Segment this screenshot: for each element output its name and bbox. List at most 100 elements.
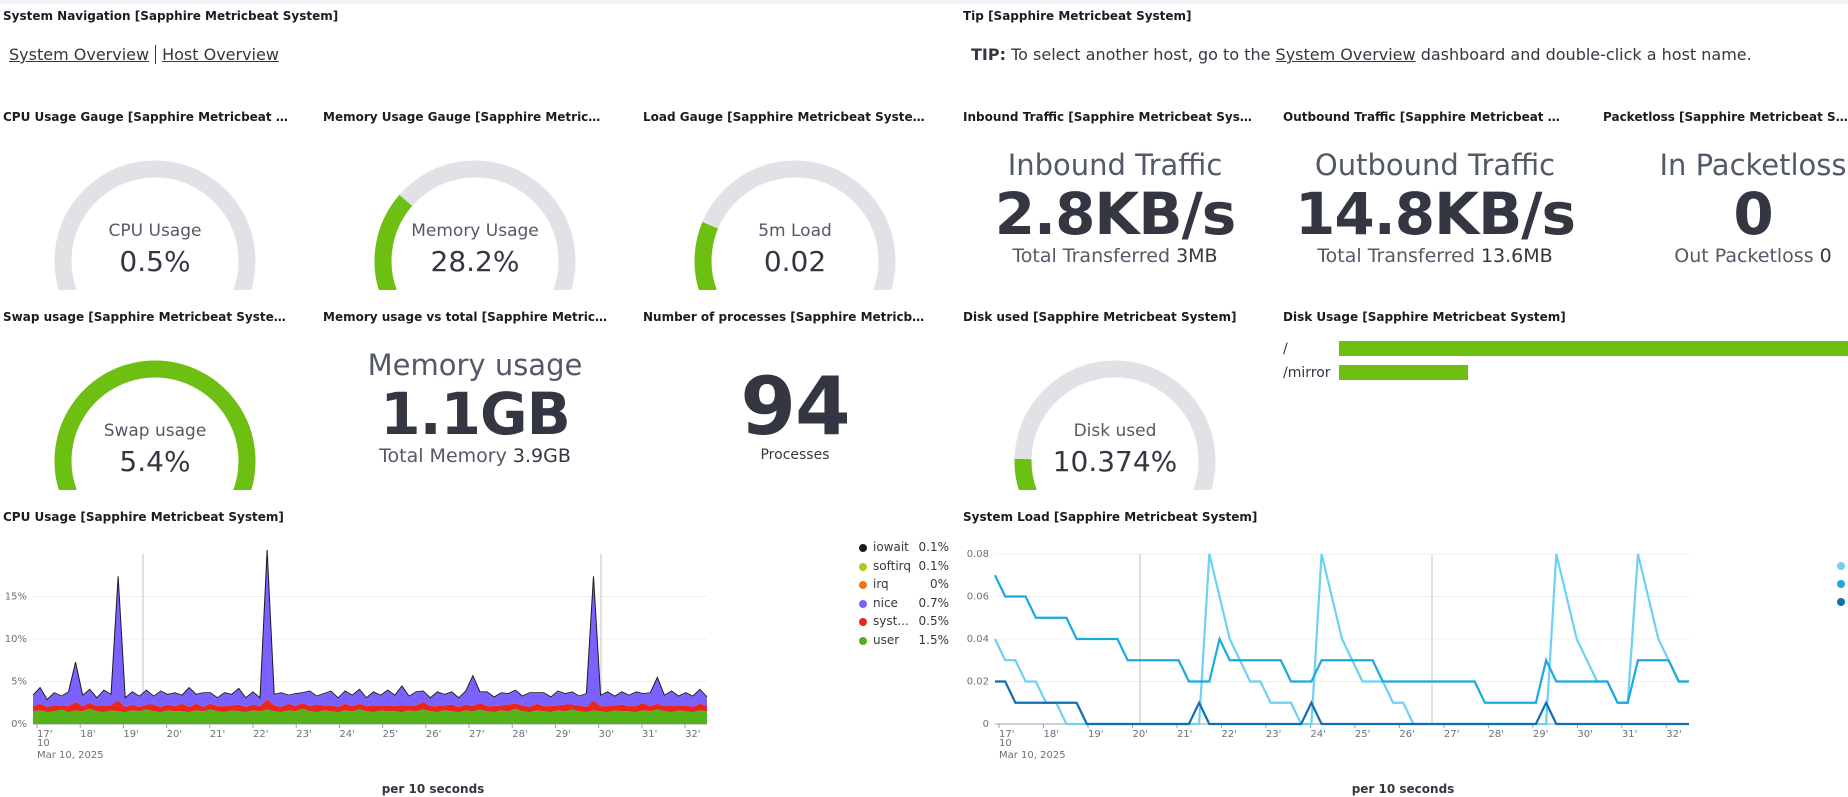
gauge-value: 28.2% [430, 245, 520, 278]
x-tick-label: 25' [383, 729, 398, 740]
tip-system-overview-link[interactable]: System Overview [1275, 45, 1416, 64]
swap-gauge-arc [54, 360, 256, 490]
load-series-line [995, 680, 1689, 726]
x-tick-label: 29' [555, 729, 570, 740]
metric-sub-label: Total Memory [379, 445, 507, 467]
y-tick-label: 15% [5, 592, 27, 603]
x-tick-label: 21' [210, 729, 225, 740]
y-tick-label: 0.06 [967, 592, 989, 603]
legend-item-irq[interactable]: irq 0% [859, 577, 949, 593]
x-tick-label: 10 [999, 738, 1012, 749]
x-tick-label: 22' [1221, 729, 1236, 740]
y-tick-label: 10% [5, 634, 27, 645]
memory-usage-gauge-panel: Memory Usage Gauge [Sapphire Metricbeat … [323, 110, 623, 290]
top-strip [0, 0, 1848, 4]
gauge-value: 5.4% [119, 445, 191, 478]
gauge-label: Memory Usage [411, 221, 539, 241]
x-tick-label: 25' [1355, 729, 1370, 740]
legend-dot[interactable] [1837, 562, 1845, 570]
gauge-value: 0.02 [763, 245, 827, 278]
cpu-usage-chart-panel: CPU Usage [Sapphire Metricbeat System] 0… [3, 510, 953, 797]
legend-label: softirq [873, 558, 911, 573]
cpu-legend: iowait 0.1% softirq 0.1% irq 0% nice 0.7% syst..… [859, 540, 949, 660]
x-tick-label: 24' [1310, 729, 1325, 740]
x-tick-label: 26' [426, 729, 441, 740]
disk-usage-bar[interactable] [1339, 365, 1468, 380]
metric-heading: Memory usage [367, 348, 583, 382]
legend-item-syst[interactable]: syst... 0.5% [859, 614, 949, 630]
cpu-usage-gauge-panel: CPU Usage Gauge [Sapphire Metricbeat Sys… [3, 110, 303, 290]
panel-title: Inbound Traffic [Sapphire Metricbeat Sys… [963, 110, 1253, 124]
tip-panel: Tip [Sapphire Metricbeat System] TIP: To… [963, 9, 1843, 69]
disk-gauge-arc [1014, 360, 1216, 490]
processes-value: 94 [740, 360, 850, 453]
area-system [33, 699, 707, 713]
packetloss-panel: Packetloss [Sapphire Metricbeat System] … [1603, 110, 1848, 290]
system-navigation-panel: System Navigation [Sapphire Metricbeat S… [3, 9, 803, 69]
outbound-traffic-panel: Outbound Traffic [Sapphire Metricbeat Sy… [1283, 110, 1583, 290]
disk-row-label: / [1283, 341, 1288, 357]
tip-label: TIP: [971, 45, 1006, 64]
x-axis-label: per 10 seconds [1351, 782, 1455, 796]
x-tick-label: 28' [512, 729, 527, 740]
disk-used-panel: Disk used [Sapphire Metricbeat System] D… [963, 310, 1263, 490]
memory-usage-vs-total-panel: Memory usage vs total [Sapphire Metricbe… [323, 310, 623, 490]
system-load-chart-panel: System Load [Sapphire Metricbeat System]… [963, 510, 1848, 797]
x-axis-label: per 10 seconds [381, 782, 485, 796]
legend-label: iowait [873, 540, 909, 554]
legend-dot[interactable] [1837, 598, 1845, 606]
metric-value: 2.8KB/s [994, 180, 1237, 248]
memory-gauge-arc [374, 160, 576, 290]
metric-sub-label: Out Packetloss [1674, 245, 1814, 267]
y-tick-label: 0 [983, 719, 989, 730]
legend-item-nice[interactable]: nice 0.7% [859, 596, 949, 612]
x-tick-label: 21' [1177, 729, 1192, 740]
gauge-fill [54, 360, 256, 490]
x-tick-label: 19' [123, 729, 138, 740]
swap-usage-panel: Swap usage [Sapphire Metricbeat System] … [3, 310, 303, 490]
x-tick-label: 27' [1444, 729, 1459, 740]
y-tick-label: 0.02 [967, 677, 989, 688]
nav-links: System Overview Host Overview [9, 45, 279, 64]
legend-label: nice [873, 595, 898, 610]
x-tick-label: 23' [1266, 729, 1281, 740]
panel-title: System Load [Sapphire Metricbeat System] [963, 510, 1258, 524]
y-tick-label: 0.04 [967, 634, 989, 645]
panel-title: Disk Usage [Sapphire Metricbeat System] [1283, 310, 1566, 324]
x-tick-label: 31' [642, 729, 657, 740]
date-label: Mar 10, 2025 [37, 750, 104, 761]
x-tick-label: 20' [167, 729, 182, 740]
gauge-label: CPU Usage [108, 221, 202, 241]
host-overview-link[interactable]: Host Overview [162, 45, 279, 64]
y-tick-label: 0% [11, 719, 27, 730]
legend-value: 0.1% [918, 558, 950, 573]
disk-usage-bar[interactable] [1339, 341, 1848, 356]
load-gauge-panel: Load Gauge [Sapphire Metricbeat System] … [643, 110, 943, 290]
x-tick-label: 32' [685, 729, 700, 740]
legend-dot [859, 562, 867, 571]
gauge-value: 0.5% [119, 245, 191, 278]
x-tick-label: 27' [469, 729, 484, 740]
metric-value: 14.8KB/s [1295, 180, 1576, 248]
x-tick-label: 30' [1577, 729, 1592, 740]
panel-title: Packetloss [Sapphire Metricbeat System] [1603, 110, 1848, 124]
metric-sub-value: 13.6MB [1480, 245, 1553, 267]
legend-dot[interactable] [1837, 580, 1845, 588]
cpu-gauge-arc [54, 160, 256, 290]
legend-dot [859, 636, 867, 645]
metric-sub-label: Total Transferred [1317, 245, 1475, 267]
gauge-fill [1014, 458, 1037, 490]
y-tick-label: 0.08 [967, 549, 989, 560]
legend-item-softirq[interactable]: softirq 0.1% [859, 559, 949, 575]
x-tick-label: 26' [1399, 729, 1414, 740]
number-of-processes-panel: Number of processes [Sapphire Metricbeat… [643, 310, 943, 490]
legend-item-user[interactable]: user 1.5% [859, 633, 949, 649]
metric-subtext: Total Transferred 13.6MB [1283, 245, 1587, 267]
area-nice [33, 550, 707, 707]
x-tick-label: 18' [80, 729, 95, 740]
system-overview-link[interactable]: System Overview [9, 45, 150, 64]
gauge-label: 5m Load [758, 221, 832, 241]
processes-label: Processes [760, 447, 830, 463]
legend-item-iowait[interactable]: iowait 0.1% [859, 540, 949, 556]
panel-title: CPU Usage [Sapphire Metricbeat System] [3, 510, 284, 524]
